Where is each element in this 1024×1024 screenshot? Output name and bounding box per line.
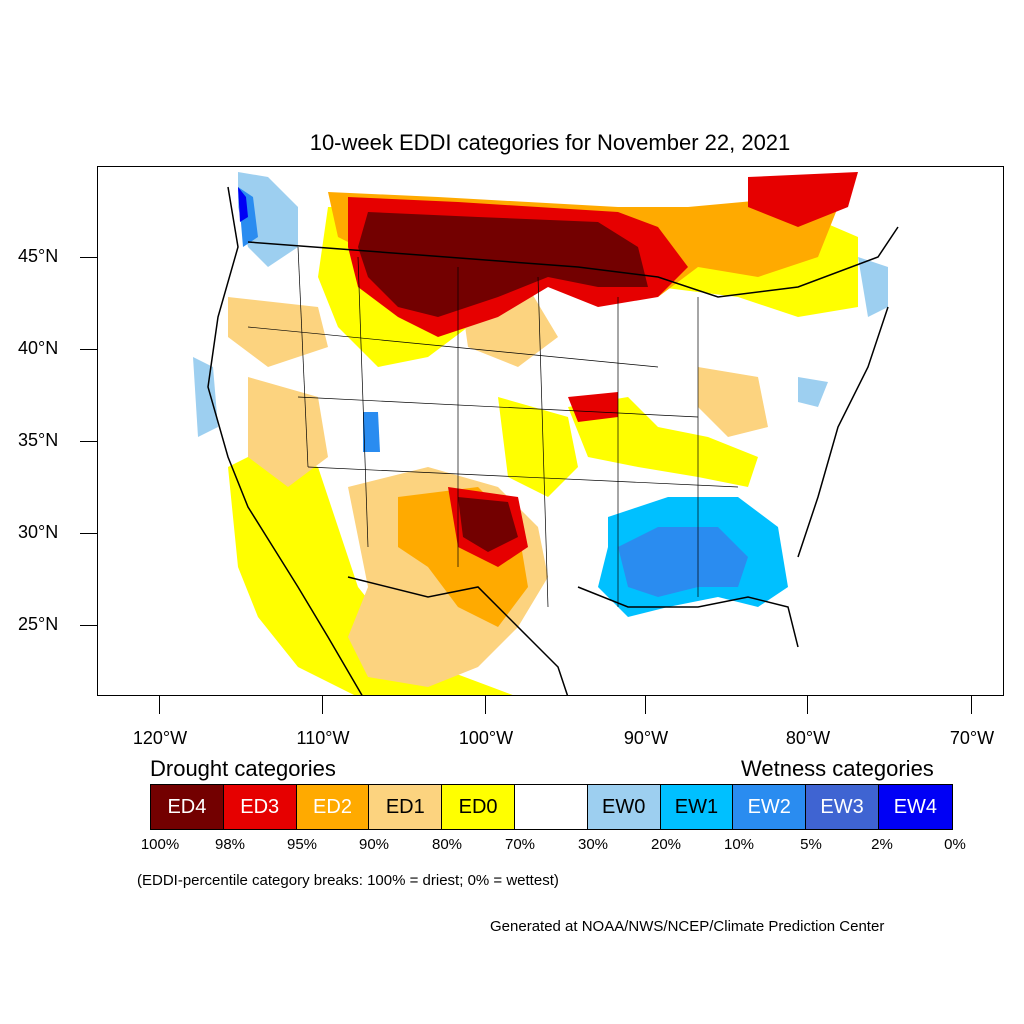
map-title: 10-week EDDI categories for November 22,…: [309, 130, 791, 155]
lon-tick-80: [807, 696, 808, 714]
break-label: 10%: [723, 836, 755, 853]
break-label: 95%: [286, 836, 318, 853]
legend-swatch-ed2: ED2: [296, 785, 370, 829]
lon-label-120: 120°W: [132, 728, 188, 748]
category-note: (EDDI-percentile category breaks: 100% =…: [137, 872, 559, 889]
legend-label-ed2: ED2: [313, 795, 352, 818]
legend-label-ew3: EW3: [820, 795, 864, 818]
legend-label-ed4: ED4: [167, 795, 207, 818]
legend-bar: ED4 ED3 ED2 ED1 ED0 EW0 EW1 EW2 EW3 EW4: [150, 784, 953, 830]
legend-label-ed1: ED1: [385, 795, 425, 818]
legend-swatch-normal: [514, 785, 588, 829]
lon-tick-100: [485, 696, 486, 714]
legend-swatch-ew2: EW2: [733, 785, 807, 829]
lat-tick-30: [80, 533, 97, 534]
legend-label-ed0: ED0: [458, 795, 498, 818]
lon-tick-110: [322, 696, 323, 714]
legend-swatch-ew1: EW1: [660, 785, 734, 829]
lat-label-40: 40°N: [18, 338, 59, 358]
lon-label-90: 90°W: [623, 728, 669, 748]
lon-tick-90: [645, 696, 646, 714]
legend-swatch-ew3: EW3: [806, 785, 879, 829]
lon-label-110: 110°W: [296, 728, 350, 748]
break-label: 70%: [504, 836, 536, 853]
lat-tick-25: [80, 625, 97, 626]
lon-tick-120: [159, 696, 160, 714]
lat-label-45: 45°N: [18, 246, 59, 266]
lat-label-30: 30°N: [18, 522, 59, 542]
break-label: 90%: [358, 836, 390, 853]
outline-lines: [207, 186, 899, 695]
legend-swatch-ew4: EW4: [878, 785, 952, 829]
legend-label-ew2: EW2: [747, 795, 791, 818]
break-label: 5%: [800, 836, 822, 853]
legend-label-ew4: EW4: [893, 795, 938, 818]
lon-label-70: 70°W: [949, 728, 995, 748]
wet-regions: [193, 172, 888, 617]
break-label: 98%: [214, 836, 246, 853]
break-label: 80%: [431, 836, 463, 853]
lat-tick-45: [80, 257, 97, 258]
ed4-regions: [358, 212, 648, 552]
break-label: 2%: [871, 836, 893, 853]
lat-label-35: 35°N: [18, 430, 59, 450]
break-label: 0%: [944, 836, 966, 853]
legend-label-ed3: ED3: [240, 795, 280, 818]
credit-line: Generated at NOAA/NWS/NCEP/Climate Predi…: [490, 918, 885, 935]
lat-label-25: 25°N: [18, 614, 59, 634]
legend-swatch-ed4: ED4: [151, 785, 224, 829]
legend-swatch-ew0: EW0: [587, 785, 661, 829]
break-label: 20%: [650, 836, 682, 853]
legend-label-ew0: EW0: [602, 795, 646, 818]
lon-tick-70: [971, 696, 972, 714]
lat-tick-40: [80, 349, 97, 350]
break-label: 30%: [577, 836, 609, 853]
legend-swatch-ed1: ED1: [369, 785, 443, 829]
eddi-map: [193, 172, 899, 695]
wetness-heading: Wetness categories: [741, 756, 934, 781]
state-borders: [247, 246, 739, 608]
drought-heading: Drought categories: [150, 756, 336, 781]
legend-label-ew1: EW1: [674, 795, 719, 818]
map-panel: [97, 166, 1004, 696]
legend-swatch-ed0: ED0: [442, 785, 515, 829]
lon-label-100: 100°W: [458, 728, 514, 748]
legend-swatch-ed3: ED3: [223, 785, 297, 829]
lat-tick-35: [80, 441, 97, 442]
break-label: 100%: [140, 836, 180, 853]
lon-label-80: 80°W: [785, 728, 831, 748]
